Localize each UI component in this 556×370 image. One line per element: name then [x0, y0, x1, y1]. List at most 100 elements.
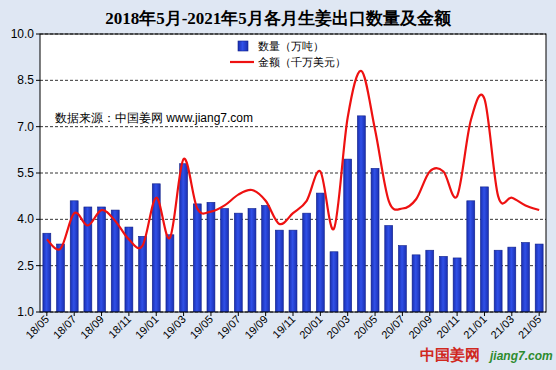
bar	[426, 250, 434, 312]
y-tick-label: 7.0	[17, 120, 34, 134]
x-tick	[320, 312, 321, 316]
y-tick-label: 4.0	[17, 212, 34, 226]
y-tick	[36, 80, 40, 81]
bar	[522, 243, 530, 313]
bar	[303, 213, 311, 312]
x-tick-label: 19/09	[242, 313, 270, 341]
x-tick	[74, 312, 75, 316]
bar	[412, 255, 420, 312]
x-tick-label: 20/07	[379, 313, 407, 341]
chart: 2018年5月-2021年5月各月生姜出口数量及金额 1.0 2.5 4.0 5.5 7.…	[0, 0, 556, 370]
x-tick-label: 19/11	[270, 313, 297, 340]
bar	[371, 168, 379, 312]
bar	[262, 205, 270, 312]
x-tick-label: 18/09	[78, 313, 106, 341]
x-tick-label: 19/01	[133, 313, 161, 341]
source-note: 数据来源：中国姜网 www.jiang7.com	[55, 111, 253, 125]
x-tick-label: 20/05	[352, 313, 380, 341]
marks	[43, 71, 543, 312]
legend-swatch	[238, 41, 248, 51]
line	[47, 71, 539, 250]
bar	[248, 209, 256, 312]
y-tick	[36, 265, 40, 266]
bar	[344, 159, 352, 312]
bar	[98, 207, 106, 312]
bar	[234, 213, 242, 312]
x-tick-label: 21/03	[488, 313, 516, 341]
x-tick	[265, 312, 266, 316]
bar	[166, 235, 174, 312]
x-tick-label: 20/01	[297, 313, 325, 341]
x-tick-label: 21/01	[461, 313, 489, 341]
plot-area	[40, 34, 546, 312]
x-tick-label: 18/11	[106, 313, 133, 340]
chart-wrap: 2018年5月-2021年5月各月生姜出口数量及金额 1.0 2.5 4.0 5.5 7.…	[0, 0, 556, 370]
x-tick	[375, 312, 376, 316]
x-tick	[347, 312, 348, 316]
x-tick-label: 20/11	[434, 313, 461, 340]
title: 2018年5月-2021年5月各月生姜出口数量及金额	[105, 8, 452, 28]
x-tick	[457, 312, 458, 316]
y-tick	[36, 312, 40, 313]
x-tick	[511, 312, 512, 316]
bar	[221, 209, 229, 312]
bar	[57, 244, 65, 312]
bar	[180, 164, 188, 312]
bar	[316, 193, 324, 312]
logo-text: 中国姜网	[420, 346, 480, 363]
bar	[357, 116, 365, 312]
x-tick	[402, 312, 403, 316]
x-tick-label: 18/05	[23, 313, 51, 341]
bar	[275, 230, 283, 312]
bar	[535, 244, 543, 312]
bar	[330, 252, 338, 312]
bar	[385, 226, 393, 312]
y-tick-label: 5.5	[17, 166, 34, 180]
legend-swatch	[230, 61, 254, 63]
x-tick	[429, 312, 430, 316]
y-tick-label: 2.5	[17, 259, 34, 273]
x-tick	[183, 312, 184, 316]
bar	[467, 201, 475, 312]
x-tick	[46, 312, 47, 316]
y-tick-label: 8.5	[17, 73, 34, 87]
x-tick	[210, 312, 211, 316]
y-tick-label: 1.0	[17, 305, 34, 319]
grid-line	[40, 80, 546, 81]
bar	[453, 258, 461, 312]
x-tick-label: 20/09	[406, 313, 434, 341]
logo-url: jiang7.com	[488, 349, 553, 363]
x-tick	[238, 312, 239, 316]
legend-label: 数量（万吨）	[258, 40, 324, 52]
x-tick	[156, 312, 157, 316]
x-tick	[101, 312, 102, 316]
bar	[43, 233, 51, 312]
x-tick	[128, 312, 129, 316]
bar	[508, 247, 516, 312]
y-tick	[36, 34, 40, 35]
plot-frame	[40, 34, 546, 312]
x-tick-label: 19/05	[187, 313, 215, 341]
x-tick	[484, 312, 485, 316]
x-tick-label: 19/03	[160, 313, 188, 341]
y-tick-label: 10.0	[11, 27, 35, 41]
x-tick-label: 20/03	[324, 313, 352, 341]
bar	[398, 246, 406, 312]
bar	[494, 250, 502, 312]
legend: 数量（万吨） 金额（千万美元）	[230, 40, 346, 68]
legend-label: 金额（千万美元）	[258, 56, 346, 68]
bar	[439, 256, 447, 312]
x-tick	[539, 312, 540, 316]
bar	[207, 202, 215, 312]
x-tick-label: 19/07	[215, 313, 243, 341]
x-tick-label: 21/05	[516, 313, 544, 341]
x-tick-label: 18/07	[51, 313, 79, 341]
y-tick	[36, 126, 40, 127]
bar	[193, 204, 201, 312]
y-tick	[36, 219, 40, 220]
y-tick	[36, 173, 40, 174]
grid-line	[40, 173, 546, 174]
x-tick	[293, 312, 294, 316]
bar	[480, 187, 488, 312]
bar	[289, 230, 297, 312]
